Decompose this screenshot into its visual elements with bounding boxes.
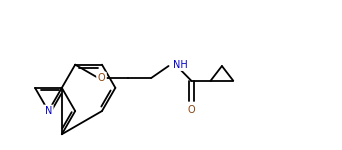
- Text: O: O: [98, 73, 105, 83]
- Text: N: N: [45, 106, 52, 116]
- Text: NH: NH: [173, 60, 187, 70]
- Text: O: O: [187, 105, 195, 115]
